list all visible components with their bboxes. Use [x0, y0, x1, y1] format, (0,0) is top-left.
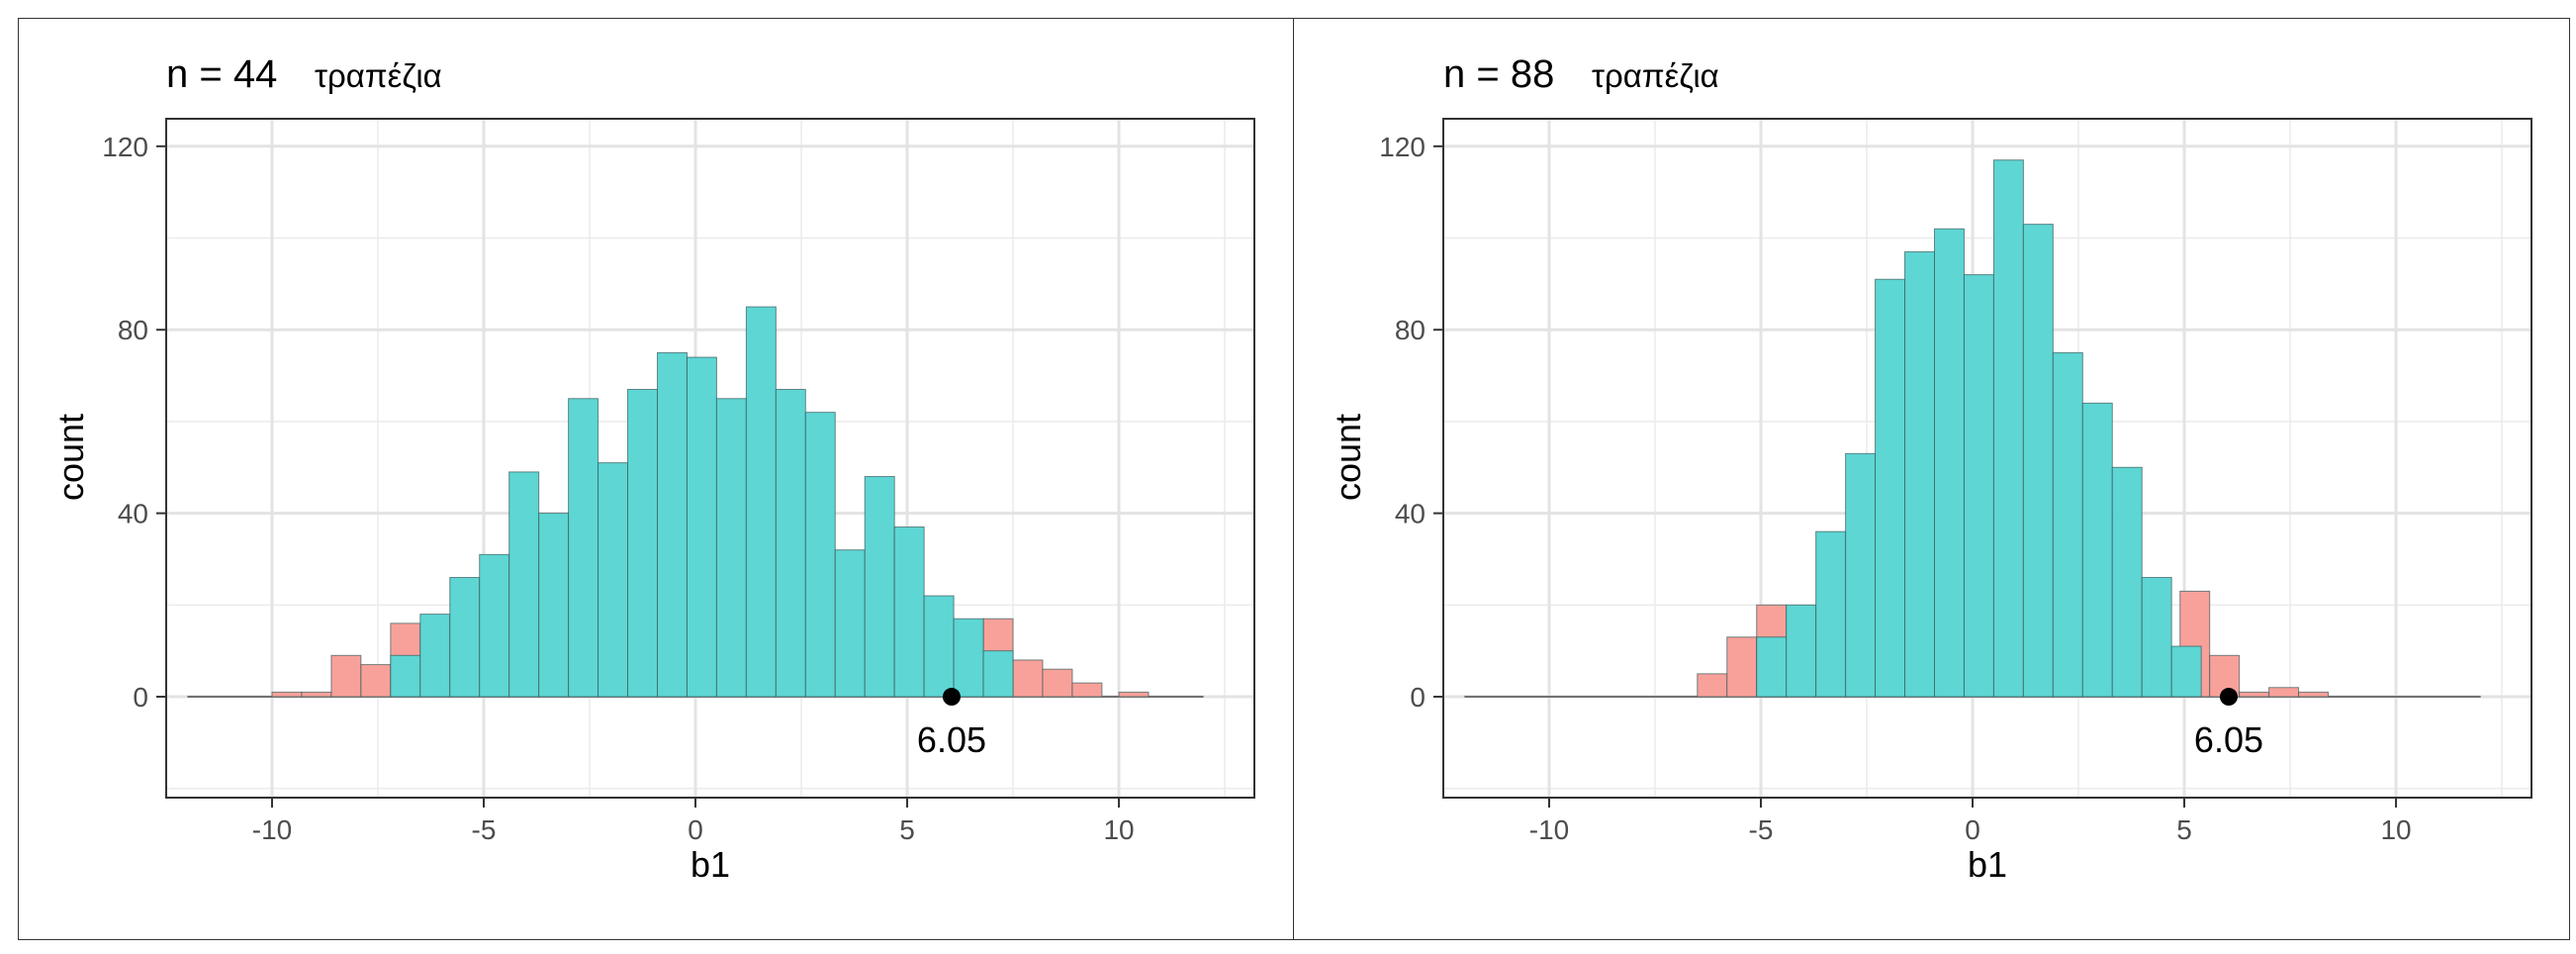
bar-tail — [271, 691, 303, 698]
y-tick-label: 120 — [1379, 132, 1426, 162]
panel-title-suffix: τραπέζια — [1592, 57, 1719, 94]
bar-tail — [1071, 682, 1103, 698]
x-tick-label: -5 — [472, 814, 497, 845]
bar-middle — [2022, 224, 2054, 698]
bar-middle — [1875, 278, 1906, 698]
bar-middle — [2170, 645, 2202, 698]
bar-middle — [982, 650, 1014, 698]
bar-middle — [1933, 228, 1965, 698]
plot-border — [165, 118, 1255, 799]
bar-middle — [893, 526, 925, 698]
bar-middle — [598, 462, 629, 698]
x-tick-label: 10 — [2380, 814, 2411, 845]
bar-middle — [449, 577, 481, 698]
bar-tail — [2268, 687, 2300, 698]
bar-middle — [804, 412, 836, 698]
bar-tail — [1726, 636, 1758, 698]
y-tick-label: 40 — [1395, 499, 1426, 529]
bar-middle — [1756, 636, 1788, 698]
x-axis-title: b1 — [1968, 844, 2007, 885]
bar-tail — [2298, 691, 2330, 698]
bar-middle — [1963, 274, 1994, 698]
bar-middle — [775, 388, 806, 698]
panel-title: n = 44 — [166, 52, 277, 96]
bar-tail — [1118, 691, 1150, 698]
bar-middle — [1845, 452, 1877, 698]
panel-divider — [1293, 18, 1294, 940]
bar-middle — [1815, 530, 1847, 698]
bar-middle — [2081, 402, 2113, 698]
x-tick-label: 0 — [688, 814, 703, 845]
bar-middle — [834, 549, 866, 698]
bar-tail — [330, 654, 362, 698]
observed-point-label: 6.05 — [2194, 719, 2263, 760]
plot-area: -10 -5 0 5 10 0 40 80 120 6.05 — [102, 118, 1255, 845]
bar-middle — [923, 595, 955, 698]
x-tick-label: 5 — [899, 814, 915, 845]
x-axis-title: b1 — [690, 844, 730, 885]
y-axis-title: count — [1328, 414, 1368, 501]
figure-frame — [18, 18, 2570, 940]
histogram-panel-n88: n = 88 τραπέζια b1 count -10 -5 0 5 10 0 40 80 1… — [1328, 52, 2532, 885]
bar-middle — [390, 654, 421, 698]
bar-tail — [1042, 668, 1073, 698]
bar-middle — [508, 471, 540, 698]
observed-point — [942, 688, 961, 707]
panel-title: n = 88 — [1443, 52, 1554, 96]
bar-middle — [1904, 250, 1935, 698]
bar-middle — [538, 513, 570, 698]
x-tick-label: 5 — [2176, 814, 2192, 845]
bar-middle — [627, 388, 658, 698]
bar-tail — [1012, 659, 1044, 698]
x-tick-label: -10 — [252, 814, 292, 845]
y-tick-label: 0 — [133, 682, 148, 713]
y-tick-label: 40 — [118, 499, 148, 529]
histogram-panel-n44: n = 44 τραπέζια b1 count -10 -5 0 5 10 0 40 80 1… — [50, 52, 1255, 885]
observed-point — [2219, 688, 2238, 707]
bar-middle — [1992, 159, 2024, 698]
bar-tail — [1697, 673, 1728, 698]
bar-middle — [2111, 466, 2143, 698]
y-tick-label: 80 — [1395, 315, 1426, 345]
bar-middle — [953, 618, 984, 698]
bar-middle — [864, 476, 895, 698]
bar-middle — [419, 614, 451, 698]
x-tick-label: 0 — [1965, 814, 1980, 845]
observed-point-label: 6.05 — [917, 719, 986, 760]
bar-tail — [2239, 691, 2270, 698]
bar-middle — [1786, 604, 1817, 698]
y-tick-label: 120 — [102, 132, 148, 162]
x-tick-label: -10 — [1529, 814, 1569, 845]
bar-middle — [745, 306, 777, 698]
x-tick-label: -5 — [1749, 814, 1774, 845]
y-tick-label: 0 — [1410, 682, 1426, 713]
bar-middle — [2052, 351, 2083, 698]
plot-area: -10 -5 0 5 10 0 40 80 120 6.05 — [1379, 118, 2532, 845]
plot-border — [1442, 118, 2532, 799]
y-tick-label: 80 — [118, 315, 148, 345]
y-axis-title: count — [50, 414, 91, 501]
bar-tail — [301, 691, 332, 698]
bar-middle — [568, 398, 599, 698]
bar-middle — [686, 356, 717, 698]
bar-tail — [360, 664, 392, 698]
x-tick-label: 10 — [1103, 814, 1134, 845]
bar-middle — [2141, 577, 2172, 698]
bar-middle — [715, 398, 747, 698]
bar-middle — [479, 553, 510, 698]
panel-title-suffix: τραπέζια — [315, 57, 442, 94]
bar-middle — [656, 351, 688, 698]
